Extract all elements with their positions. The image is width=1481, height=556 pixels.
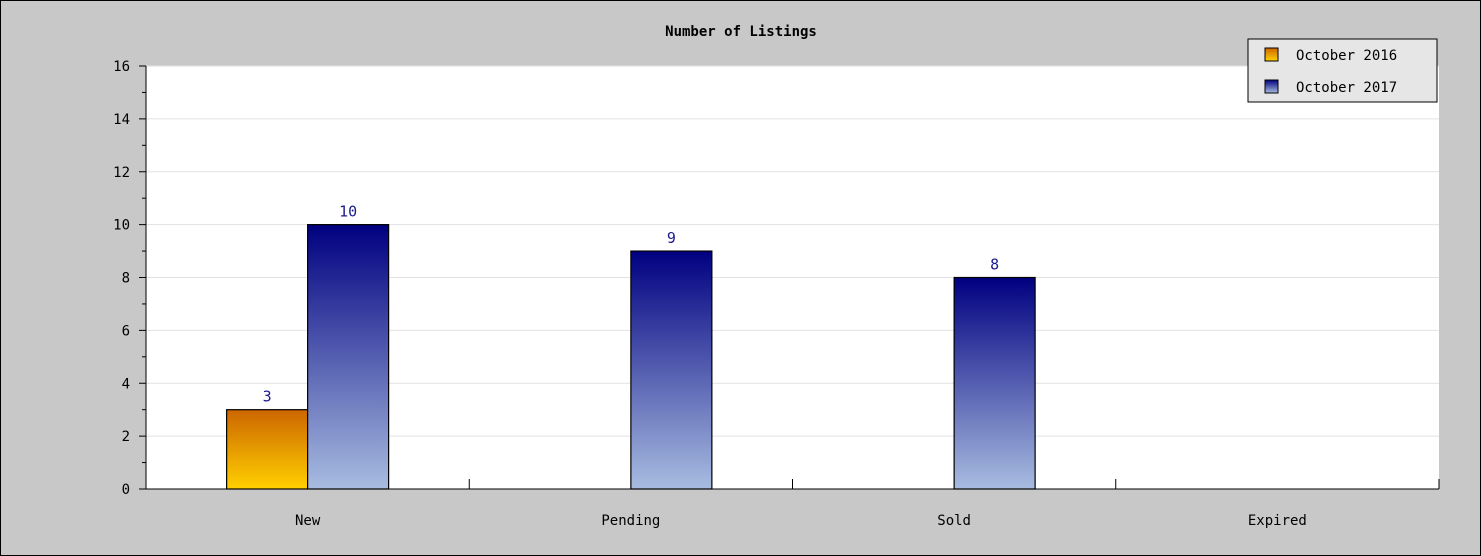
x-tick-label: Pending	[601, 513, 660, 529]
y-tick-label: 8	[122, 271, 130, 287]
data-label: 3	[263, 388, 272, 406]
data-label: 9	[667, 229, 676, 247]
legend-box	[1247, 38, 1438, 103]
legend-label-october-2017: October 2017	[1296, 80, 1397, 96]
x-tick-label: Sold	[937, 513, 971, 529]
legend-label-october-2016: October 2016	[1296, 48, 1397, 64]
y-tick-label: 12	[113, 165, 130, 181]
legend: October 2016 October 2017	[1247, 38, 1438, 103]
y-tick-label: 16	[113, 59, 130, 75]
x-tick-label: New	[295, 513, 321, 529]
y-tick-label: 6	[122, 323, 130, 339]
labels: 0 2 4 6 8 10 12 14 16 New Pending Sold Expired 3 10 9 8	[113, 59, 1307, 529]
bar-october-2016-new	[226, 409, 309, 490]
y-tick-label: 4	[122, 376, 130, 392]
legend-swatch-october-2017	[1264, 79, 1279, 94]
bar-october-2017-sold	[953, 276, 1036, 490]
y-tick-label: 14	[113, 112, 130, 128]
y-tick-label: 2	[122, 429, 130, 445]
bar-october-2017-pending	[630, 250, 713, 490]
legend-swatch-october-2016	[1264, 47, 1279, 62]
bar-october-2017-new	[307, 224, 390, 490]
bars	[226, 224, 1036, 490]
x-tick-label: Expired	[1248, 513, 1307, 529]
data-label: 8	[990, 256, 999, 274]
y-tick-label: 0	[122, 482, 130, 498]
chart-title: Number of Listings	[665, 24, 817, 40]
data-label: 10	[339, 203, 357, 221]
y-tick-label: 10	[113, 218, 130, 234]
